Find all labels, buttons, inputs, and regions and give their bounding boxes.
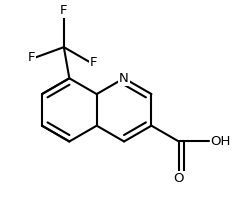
Text: OH: OH	[211, 135, 231, 148]
Text: F: F	[28, 51, 36, 64]
Text: N: N	[119, 72, 129, 85]
Text: O: O	[174, 172, 184, 184]
Text: F: F	[90, 56, 97, 69]
Text: F: F	[60, 4, 68, 17]
